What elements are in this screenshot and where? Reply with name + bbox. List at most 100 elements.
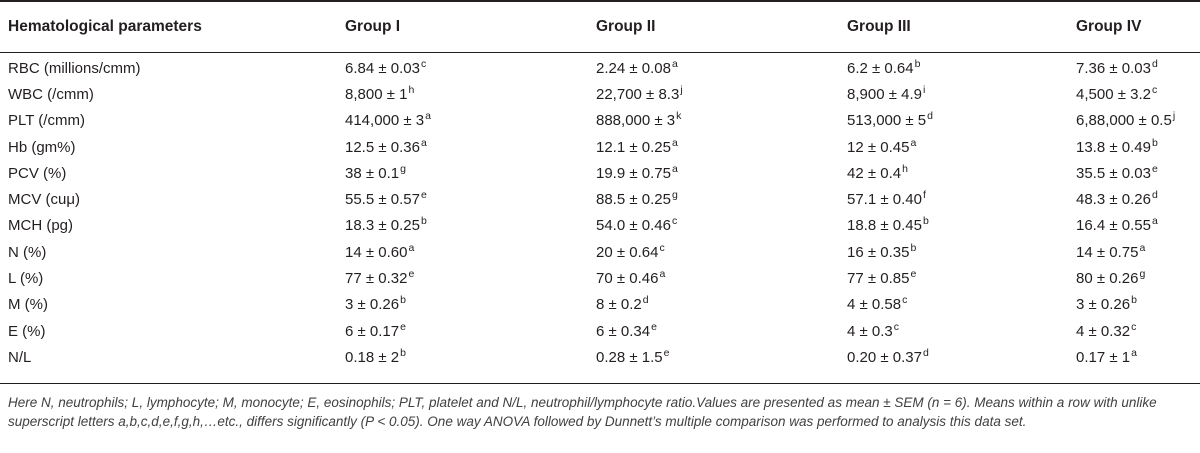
value-cell-group-1: 77 ± 0.32e <box>337 265 588 291</box>
significance-letter: g <box>1139 268 1146 281</box>
mean-sem-value: 14 ± 0.75 <box>1076 243 1139 261</box>
parameter-cell: Hb (gm%) <box>8 138 76 156</box>
value-cell-group-3: 77 ± 0.85e <box>839 265 1068 291</box>
parameter-cell: N/L <box>8 348 32 366</box>
mean-sem-value: 8 ± 0.2 <box>596 296 642 314</box>
value-cell-group-1: 38 ± 0.1g <box>337 160 588 186</box>
mean-sem-value: 35.5 ± 0.03 <box>1076 164 1151 182</box>
mean-sem-value: 0.28 ± 1.5 <box>596 348 663 366</box>
mean-sem-value: 4 ± 0.58 <box>847 296 902 314</box>
mean-sem-value: 16 ± 0.35 <box>847 243 910 261</box>
mean-sem-value: 6.2 ± 0.64 <box>847 59 914 77</box>
mean-sem-value: 6 ± 0.17 <box>345 322 400 340</box>
mean-sem-value: 70 ± 0.46 <box>596 270 659 288</box>
value-cell-group-3: 16 ± 0.35b <box>839 239 1068 265</box>
mean-sem-value: 8,800 ± 1 <box>345 85 408 103</box>
mean-sem-value: 12.1 ± 0.25 <box>596 138 671 156</box>
significance-letter: b <box>1131 294 1137 307</box>
significance-letter: j <box>680 83 683 96</box>
significance-letter: f <box>922 189 926 202</box>
value-cell-group-2: 20 ± 0.64c <box>588 239 839 265</box>
value-cell-group-3: 0.20 ± 0.37d <box>839 344 1068 370</box>
parameter-cell: PCV (%) <box>8 164 67 182</box>
mean-sem-value: 13.8 ± 0.49 <box>1076 138 1151 156</box>
mean-sem-value: 88.5 ± 0.25 <box>596 191 671 209</box>
mean-sem-value: 12.5 ± 0.36 <box>345 138 420 156</box>
mean-sem-value: 3 ± 0.26 <box>345 296 400 314</box>
value-cell-group-3: 513,000 ± 5d <box>839 108 1068 134</box>
value-cell-group-4: 13.8 ± 0.49b <box>1068 134 1200 160</box>
mean-sem-value: 22,700 ± 8.3 <box>596 85 680 103</box>
value-cell-group-4: 4,500 ± 3.2c <box>1068 81 1200 107</box>
significance-letter: b <box>420 215 427 228</box>
mean-sem-value: 80 ± 0.26 <box>1076 270 1139 288</box>
value-cell-group-1: 414,000 ± 3a <box>337 108 588 134</box>
value-cell-group-3: 8,900 ± 4.9i <box>839 81 1068 107</box>
significance-letter: c <box>420 57 427 70</box>
significance-letter: g <box>400 162 406 175</box>
value-cell-group-1: 14 ± 0.60a <box>337 239 588 265</box>
value-cell-group-4: 4 ± 0.32c <box>1068 318 1200 344</box>
value-cell-group-2: 19.9 ± 0.75a <box>588 160 839 186</box>
parameter-cell: L (%) <box>8 270 44 288</box>
value-cell-group-4: 80 ± 0.26g <box>1068 265 1200 291</box>
value-cell-group-3: 18.8 ± 0.45b <box>839 213 1068 239</box>
significance-letter: b <box>910 241 917 254</box>
significance-letter: c <box>893 320 900 333</box>
parameter-cell: M (%) <box>8 296 48 314</box>
value-cell-group-3: 12 ± 0.45a <box>839 134 1068 160</box>
mean-sem-value: 6.84 ± 0.03 <box>345 59 420 77</box>
header-parameter: Hematological parameters <box>0 1 337 53</box>
table-row: Hb (gm%) 12.5 ± 0.36a 12.1 ± 0.25a 12 ± 0.4… <box>0 134 1200 160</box>
mean-sem-value: 4 ± 0.3 <box>847 322 893 340</box>
value-cell-group-1: 6.84 ± 0.03c <box>337 53 588 82</box>
value-cell-group-4: 14 ± 0.75a <box>1068 239 1200 265</box>
significance-letter: i <box>922 83 926 96</box>
significance-letter: j <box>1172 110 1176 123</box>
significance-letter: k <box>676 110 682 123</box>
mean-sem-value: 6,88,000 ± 0.5 <box>1076 112 1172 130</box>
parameter-cell: E (%) <box>8 322 46 340</box>
significance-letter: h <box>408 83 415 96</box>
value-cell-group-3: 4 ± 0.58c <box>839 292 1068 318</box>
parameter-cell: N (%) <box>8 243 47 261</box>
table-row: WBC (/cmm) 8,800 ± 1h 22,700 ± 8.3j 8,900 ±… <box>0 81 1200 107</box>
significance-letter: c <box>1151 83 1158 96</box>
table-header-row: Hematological parameters Group I Group I… <box>0 1 1200 53</box>
table-footnote: Here N, neutrophils; L, lymphocyte; M, m… <box>8 395 1157 429</box>
mean-sem-value: 414,000 ± 3 <box>345 112 425 130</box>
mean-sem-value: 4,500 ± 3.2 <box>1076 85 1151 103</box>
parameter-cell: WBC (/cmm) <box>8 85 94 103</box>
mean-sem-value: 8,900 ± 4.9 <box>847 85 922 103</box>
value-cell-group-1: 0.18 ± 2b <box>337 344 588 370</box>
significance-letter: c <box>659 241 665 254</box>
table-row: E (%) 6 ± 0.17e 6 ± 0.34e 4 ± 0.3c 4 ± 0.32c <box>0 318 1200 344</box>
value-cell-group-4: 0.17 ± 1a <box>1068 344 1200 370</box>
significance-letter: d <box>642 294 649 307</box>
header-group-1: Group I <box>337 1 588 53</box>
mean-sem-value: 55.5 ± 0.57 <box>345 191 420 209</box>
table-row: RBC (millions/cmm) 6.84 ± 0.03c 2.24 ± 0.0… <box>0 53 1200 82</box>
value-cell-group-1: 8,800 ± 1h <box>337 81 588 107</box>
significance-letter: a <box>425 110 431 123</box>
significance-letter: e <box>910 268 917 281</box>
mean-sem-value: 0.20 ± 0.37 <box>847 348 922 366</box>
parameter-cell: MCV (cuμ) <box>8 191 80 209</box>
significance-letter: e <box>400 320 406 333</box>
mean-sem-value: 38 ± 0.1 <box>345 164 400 182</box>
significance-letter: a <box>671 57 678 70</box>
mean-sem-value: 513,000 ± 5 <box>847 112 927 130</box>
value-cell-group-1: 12.5 ± 0.36a <box>337 134 588 160</box>
parameter-cell: RBC (millions/cmm) <box>8 59 141 77</box>
table-body: RBC (millions/cmm) 6.84 ± 0.03c 2.24 ± 0.0… <box>0 53 1200 371</box>
value-cell-group-4: 3 ± 0.26b <box>1068 292 1200 318</box>
header-group-4: Group IV <box>1068 1 1200 53</box>
parameter-cell: MCH (pg) <box>8 217 74 235</box>
mean-sem-value: 48.3 ± 0.26 <box>1076 191 1151 209</box>
header-group-3: Group III <box>839 1 1068 53</box>
mean-sem-value: 3 ± 0.26 <box>1076 296 1131 314</box>
mean-sem-value: 18.8 ± 0.45 <box>847 217 922 235</box>
significance-letter: b <box>400 294 406 307</box>
significance-letter: c <box>1131 320 1137 333</box>
mean-sem-value: 18.3 ± 0.25 <box>345 217 420 235</box>
